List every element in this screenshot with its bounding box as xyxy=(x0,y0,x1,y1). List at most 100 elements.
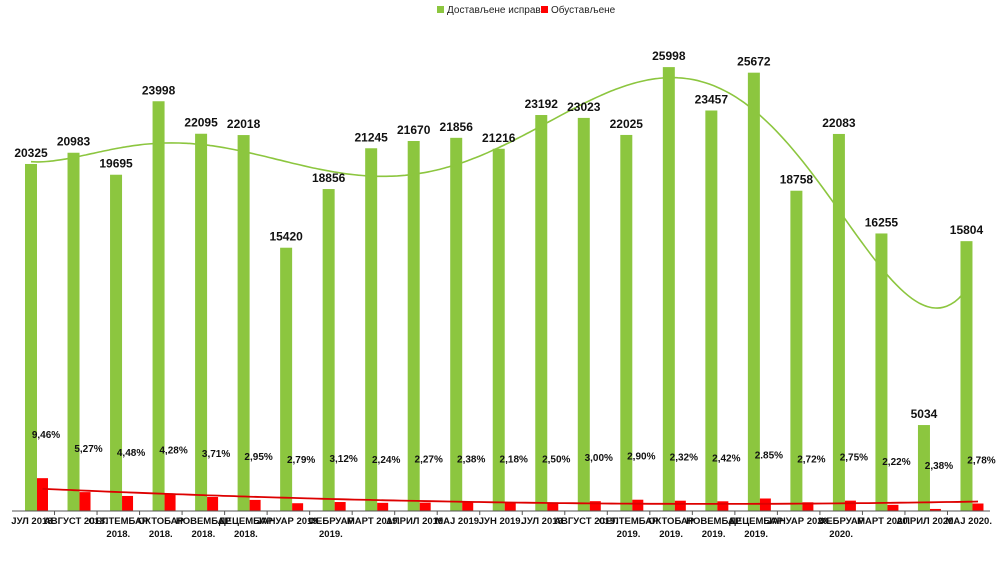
red-bar xyxy=(292,503,304,511)
red-bar xyxy=(759,498,771,511)
x-axis-ticks xyxy=(54,511,948,515)
x-tick-label: ЈУЛ 2019. xyxy=(522,516,566,527)
green-data-label: 22018 xyxy=(227,117,261,131)
red-data-labels: 9,46% 5,27% 4,48% 4,28% 3,71% 2,95% 2,79% 3,12%… xyxy=(32,430,996,472)
green-data-label: 16255 xyxy=(865,215,899,229)
red-bar xyxy=(717,501,729,511)
x-tick-label: МАРТ 2020. xyxy=(857,516,910,527)
x-tick-label: ФЕБРУАР 2019. xyxy=(308,516,355,540)
green-bar xyxy=(917,425,930,511)
red-bar xyxy=(674,500,686,511)
green-data-label: 22095 xyxy=(184,116,218,130)
red-data-label: 4,28% xyxy=(159,445,187,456)
legend-label-red: Обустављене xyxy=(551,4,616,16)
legend-swatch-red xyxy=(541,6,548,13)
green-bars xyxy=(25,67,973,512)
green-trendline xyxy=(30,76,968,309)
red-data-label: 2,27% xyxy=(415,455,443,466)
red-bar xyxy=(589,501,601,511)
green-bar xyxy=(450,137,463,511)
green-data-labels: 20325 20983 19695 23998 22095 22018 15420 18856… xyxy=(14,49,983,421)
x-tick-label: ЈУЛ 2018. xyxy=(11,516,55,527)
x-tick-label: ОКТОБАР 2019. xyxy=(648,516,695,540)
green-bar xyxy=(790,190,803,511)
red-bar xyxy=(79,492,91,511)
green-bar xyxy=(152,101,165,511)
red-bar xyxy=(377,502,389,511)
green-bar xyxy=(365,148,378,511)
x-tick-label: АВГУСТ 2019. xyxy=(554,516,618,527)
x-tick-label: ЈАНУАР 2020. xyxy=(767,516,831,527)
green-data-label: 23192 xyxy=(525,97,559,111)
green-data-label: 19695 xyxy=(99,157,133,171)
red-bar xyxy=(334,502,346,511)
red-data-label: 3,00% xyxy=(585,453,613,464)
red-data-label: 3,12% xyxy=(329,454,357,465)
x-tick-label: СЕПТЕМБАР 2019. xyxy=(599,516,659,540)
green-bar xyxy=(67,152,80,511)
green-data-label: 15804 xyxy=(950,223,984,237)
red-bar xyxy=(249,499,261,511)
green-data-label: 21245 xyxy=(354,130,388,144)
red-data-label: 2,72% xyxy=(797,454,825,465)
green-bar xyxy=(662,67,675,512)
green-data-label: 5034 xyxy=(911,407,938,421)
x-tick-label: НОВЕМБАР 2018. xyxy=(176,516,232,540)
green-data-label: 23457 xyxy=(695,92,729,106)
red-bar xyxy=(164,493,176,511)
x-tick-label: МАЈ 2019. xyxy=(435,516,481,527)
red-data-label: 2,90% xyxy=(627,452,655,463)
red-bar xyxy=(462,502,474,511)
green-bar xyxy=(620,134,633,511)
red-bar xyxy=(972,503,984,511)
red-data-label: 2,24% xyxy=(372,455,400,466)
x-tick-label: ДЕЦЕМБАР 2018. xyxy=(219,516,274,540)
green-data-label: 20325 xyxy=(14,146,48,160)
green-data-label: 21216 xyxy=(482,131,516,145)
legend-swatch-green xyxy=(437,6,444,13)
x-tick-label: АПРИЛ 2020. xyxy=(896,516,956,527)
red-bar xyxy=(887,504,899,511)
green-bar xyxy=(705,110,718,512)
green-data-label: 18856 xyxy=(312,171,346,185)
green-data-label: 23998 xyxy=(142,83,176,97)
red-bar xyxy=(632,499,644,511)
green-data-label: 21856 xyxy=(440,120,474,134)
red-data-label: 5,27% xyxy=(74,444,102,455)
x-tick-label: МАЈ 2020. xyxy=(945,516,991,527)
green-bar xyxy=(110,174,123,511)
red-bars xyxy=(37,478,984,511)
x-tick-label: ДЕЦЕМБАР 2019. xyxy=(729,516,784,540)
green-bar xyxy=(280,247,293,511)
x-tick-label: ОКТОБАР 2018. xyxy=(138,516,185,540)
green-data-label: 25998 xyxy=(652,49,686,63)
red-data-label: 2,42% xyxy=(712,453,740,464)
red-bar xyxy=(802,502,814,511)
green-bar xyxy=(25,163,37,511)
green-data-label: 23023 xyxy=(567,100,601,114)
x-tick-label: ЈУН 2019. xyxy=(479,516,523,527)
green-data-label: 20983 xyxy=(57,135,91,149)
green-bar xyxy=(960,241,973,512)
red-data-label: 2,22% xyxy=(882,457,910,468)
red-bar xyxy=(929,508,941,511)
green-bar xyxy=(875,233,888,511)
green-data-label: 18758 xyxy=(780,173,814,187)
red-data-label: 2,75% xyxy=(840,453,868,464)
red-data-label: 2,50% xyxy=(542,454,570,465)
red-bar xyxy=(547,502,559,511)
green-bar xyxy=(407,141,420,511)
red-bar xyxy=(844,500,856,511)
red-data-label: 4,48% xyxy=(117,448,145,459)
red-data-label: 2,38% xyxy=(925,461,953,472)
red-trendline xyxy=(42,487,979,505)
red-data-label: 2,32% xyxy=(670,453,698,464)
green-bar xyxy=(195,133,208,511)
red-data-label: 2,95% xyxy=(244,452,272,463)
x-tick-label: ФЕБРУАР 2020. xyxy=(818,516,865,540)
green-data-label: 22025 xyxy=(610,117,644,131)
green-bar xyxy=(832,133,845,511)
red-data-label: 2,38% xyxy=(457,455,485,466)
